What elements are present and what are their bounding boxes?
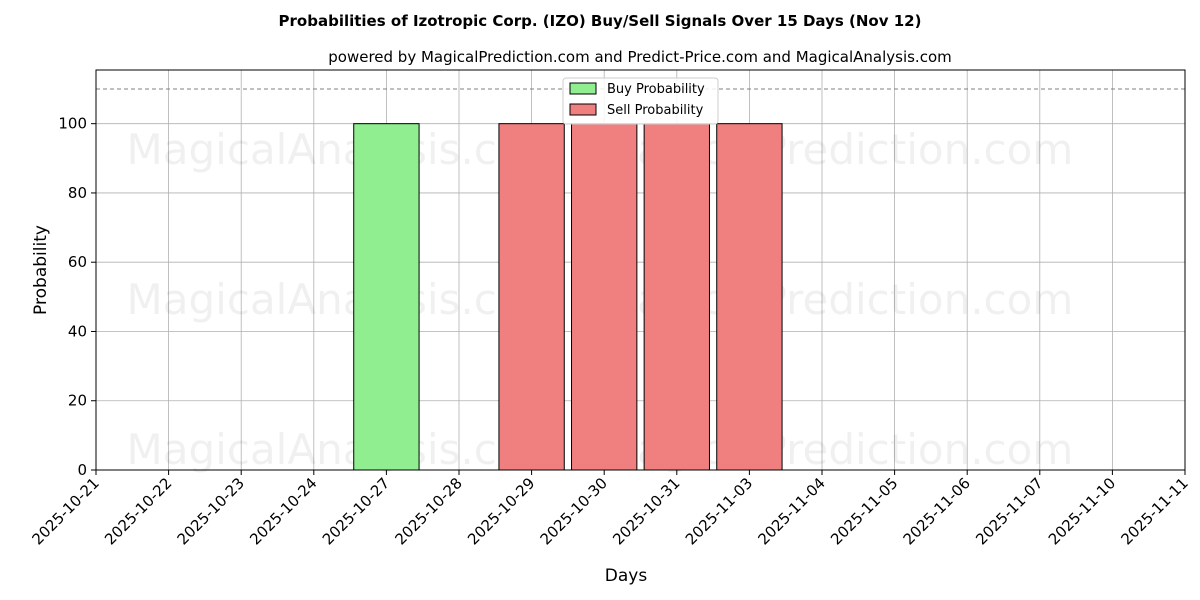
x-tick-label: 2025-10-24	[246, 474, 320, 548]
x-tick-label: 2025-11-07	[972, 474, 1046, 548]
bar-sell-probability	[571, 123, 638, 471]
x-tick-label: 2025-10-23	[174, 474, 248, 548]
bar-sell-probability	[643, 123, 710, 471]
y-tick-label: 40	[68, 322, 87, 340]
legend-swatch	[569, 103, 597, 116]
x-tick-label: 2025-11-11	[1117, 474, 1191, 548]
watermark-text: MagicalAnalysis.com	[127, 275, 564, 324]
x-tick-label: 2025-11-05	[827, 474, 901, 548]
chart-subtitle: powered by MagicalPrediction.com and Pre…	[328, 48, 952, 66]
legend-label: Sell Probability	[607, 103, 704, 118]
y-tick-label: 60	[68, 253, 87, 271]
legend-label: Buy Probability	[607, 82, 705, 97]
x-tick-label: 2025-10-28	[391, 474, 465, 548]
y-axis-label: Probability	[31, 225, 51, 315]
watermark-text: MagicalAnalysis.com	[127, 125, 564, 174]
chart-title: Probabilities of Izotropic Corp. (IZO) B…	[279, 12, 922, 30]
legend-swatch	[569, 82, 597, 95]
x-tick-label: 2025-11-04	[754, 474, 828, 548]
bar-sell-probability	[716, 123, 783, 471]
x-tick-label: 2025-10-22	[101, 474, 175, 548]
x-tick-label: 2025-10-30	[537, 474, 611, 548]
bar-sell-probability	[498, 123, 565, 471]
x-tick-label: 2025-11-03	[682, 474, 756, 548]
x-tick-label: 2025-10-29	[464, 474, 538, 548]
plot-frame	[95, 69, 1186, 471]
x-axis-label: Days	[605, 566, 648, 586]
y-tick-label: 0	[77, 461, 87, 479]
x-tick-label: 2025-10-31	[609, 474, 683, 548]
x-tick-label: 2025-10-21	[28, 474, 102, 548]
y-tick-label: 80	[68, 184, 87, 202]
x-tick-label: 2025-10-27	[319, 474, 393, 548]
y-tick-label: 20	[68, 392, 87, 410]
legend-box	[562, 77, 719, 125]
bar-buy-probability	[353, 123, 420, 471]
x-tick-label: 2025-11-06	[900, 474, 974, 548]
x-tick-label: 2025-11-10	[1045, 474, 1119, 548]
y-tick-label: 100	[58, 115, 87, 133]
watermark-text: MagicalAnalysis.com	[127, 425, 564, 474]
